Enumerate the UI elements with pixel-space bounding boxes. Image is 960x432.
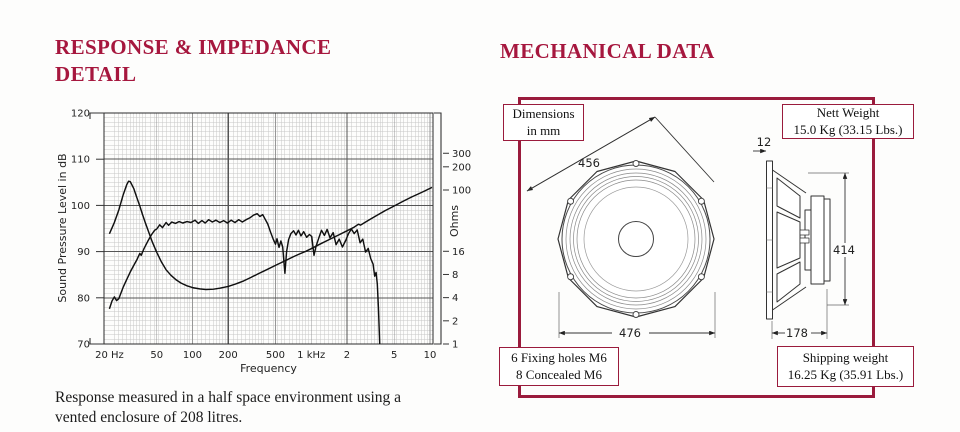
right-section-title: MECHANICAL DATA (500, 38, 715, 65)
chart-grid (103, 112, 434, 345)
dim-456: 456 (578, 156, 600, 170)
front-surround-ring-1 (565, 168, 707, 310)
svg-text:2: 2 (344, 350, 350, 361)
svg-text:1: 1 (452, 340, 458, 351)
svg-text:120: 120 (71, 109, 90, 120)
svg-text:80: 80 (77, 293, 90, 304)
response-impedance-chart: 70 80 90 100 110 120 1 2 4 8 16 100 200 300 20 Hz 50 100… (56, 109, 471, 376)
svg-text:4: 4 (452, 293, 458, 304)
svg-text:Ohms: Ohms (448, 205, 461, 237)
nett-weight-box: Nett Weight 15.0 Kg (33.15 Lbs.) (782, 104, 914, 139)
front-dustcap (618, 221, 654, 257)
front-cone-ring (583, 186, 689, 292)
fixing-holes-line2: 8 Concealed M6 (516, 366, 602, 382)
mechanical-drawing: 456 476 178 414 12 (526, 116, 855, 340)
svg-text:500: 500 (266, 350, 285, 361)
left-title-line1: RESPONSE & IMPEDANCE (55, 35, 332, 59)
side-window-upper (776, 177, 801, 219)
dimensions-note-box: Dimensions in mm (503, 104, 584, 141)
side-basket-bottom-edge (772, 286, 807, 311)
svg-text:5: 5 (391, 350, 397, 361)
side-terminal-2 (799, 237, 810, 244)
svg-text:20 Hz: 20 Hz (95, 350, 124, 361)
shipping-weight-line1: Shipping weight (802, 350, 889, 366)
svg-text:200: 200 (219, 350, 238, 361)
svg-text:70: 70 (77, 340, 90, 351)
svg-text:300: 300 (452, 149, 471, 160)
svg-text:8: 8 (452, 270, 458, 281)
dimension-labels: 456 476 178 414 12 (578, 135, 855, 340)
svg-text:50: 50 (150, 350, 163, 361)
dim-414: 414 (833, 243, 855, 257)
svg-text:90: 90 (77, 247, 90, 258)
side-window-lower (776, 261, 801, 303)
svg-text:Frequency: Frequency (240, 362, 297, 375)
caption-line1: Response measured in a half space enviro… (55, 389, 402, 406)
side-basket-top-edge (772, 169, 807, 194)
side-window-middle (776, 211, 801, 269)
shipping-weight-line2: 16.25 Kg (35.91 Lbs.) (787, 366, 904, 382)
svg-text:Sound Pressure Level in dB: Sound Pressure Level in dB (56, 153, 69, 302)
svg-text:200: 200 (452, 162, 471, 173)
impedance-curve (108, 180, 433, 291)
svg-text:10: 10 (424, 350, 437, 361)
fixing-holes-box: 6 Fixing holes M6 8 Concealed M6 (499, 347, 619, 386)
side-back-plate (823, 198, 831, 282)
svg-text:100: 100 (452, 186, 471, 197)
svg-text:110: 110 (71, 155, 90, 166)
dim-12: 12 (757, 135, 772, 149)
svg-text:1 kHz: 1 kHz (297, 350, 325, 361)
caption-line2: vented enclosure of 208 litres. (55, 409, 243, 427)
speaker-side-view (766, 160, 831, 320)
svg-text:16: 16 (452, 247, 465, 258)
nett-weight-line1: Nett Weight (816, 105, 880, 121)
speaker-front-view (557, 160, 715, 318)
mechanical-data-frame (518, 97, 875, 398)
right-title: MECHANICAL DATA (500, 39, 715, 63)
left-section-title: RESPONSE & IMPEDANCE DETAIL (55, 34, 331, 88)
shipping-weight-box: Shipping weight 16.25 Kg (35.91 Lbs.) (777, 346, 914, 387)
front-surround-ring-4 (576, 179, 696, 299)
side-magnet (810, 195, 825, 285)
nett-weight-line2: 15.0 Kg (33.15 Lbs.) (793, 121, 903, 137)
side-terminal-1 (799, 229, 810, 236)
dimension-lines (526, 116, 849, 339)
dim-178: 178 (786, 326, 808, 340)
dim-476: 476 (619, 326, 641, 340)
chart-caption: Response measured in a half space enviro… (55, 388, 401, 429)
front-fixing-holes (567, 160, 705, 318)
svg-text:2: 2 (452, 316, 458, 327)
svg-text:100: 100 (71, 201, 90, 212)
front-surround-ring-3 (573, 176, 699, 302)
svg-text:100: 100 (183, 350, 202, 361)
fixing-holes-line1: 6 Fixing holes M6 (511, 350, 607, 366)
dimensions-note-line2: in mm (526, 122, 561, 138)
left-title-line2: DETAIL (55, 61, 137, 86)
dimensions-note-line1: Dimensions (512, 106, 575, 122)
front-surround-ring-2 (569, 172, 703, 306)
spl-curve (108, 212, 381, 344)
chart-axes: 70 80 90 100 110 120 1 2 4 8 16 100 200 300 20 Hz 50 100… (56, 109, 471, 376)
